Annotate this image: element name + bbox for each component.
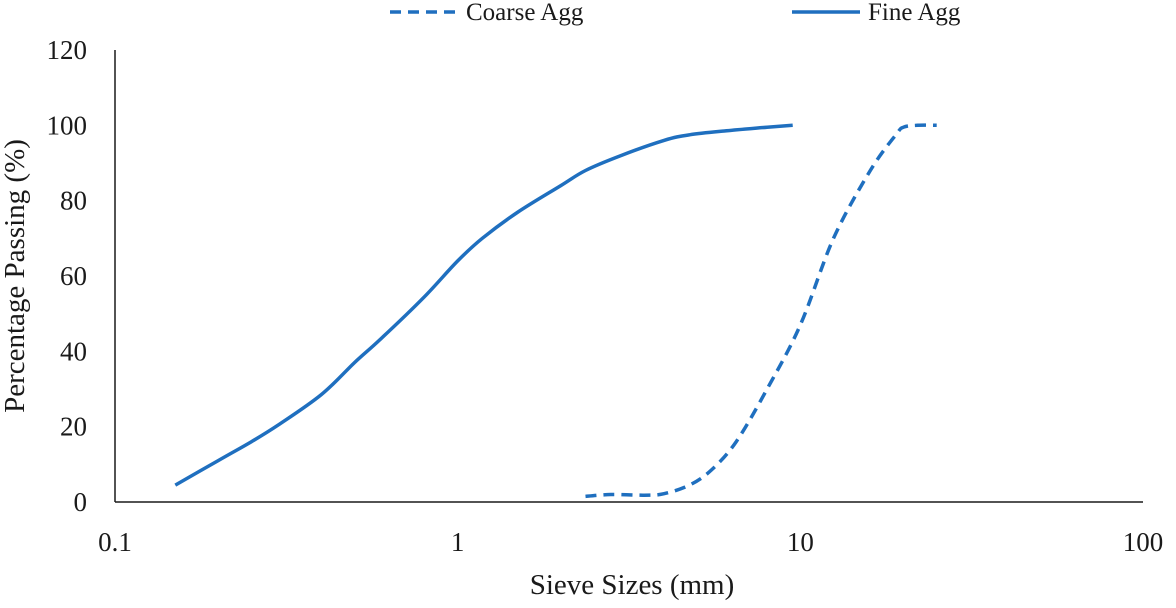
- x-tick-label: 0.1: [98, 527, 132, 557]
- y-tick-label: 40: [60, 336, 87, 366]
- series-lines: [174, 123, 937, 499]
- x-tick-label: 100: [1123, 527, 1164, 557]
- y-tick-label: 20: [60, 412, 87, 442]
- series-line-fine-agg: [174, 123, 793, 487]
- x-tick-label: 10: [787, 527, 814, 557]
- legend-label-fine-agg: Fine Agg: [868, 0, 961, 26]
- legend: Coarse Agg Fine Agg: [390, 0, 961, 26]
- y-tick-label: 100: [47, 110, 88, 140]
- y-axis-title: Percentage Passing (%): [0, 139, 31, 413]
- series-line-coarse-agg: [585, 123, 937, 499]
- y-tick-label: 0: [74, 487, 88, 517]
- legend-label-coarse-agg: Coarse Agg: [466, 0, 584, 26]
- y-tick-label: 60: [60, 261, 87, 291]
- axes: [114, 50, 1143, 503]
- x-axis-title: Sieve Sizes (mm): [530, 569, 735, 601]
- tick-labels: 0 20 40 60 80 100 120 0.1 1 10 100: [47, 35, 1164, 557]
- y-tick-label: 120: [47, 35, 88, 65]
- x-tick-label: 1: [451, 527, 465, 557]
- y-tick-label: 80: [60, 186, 87, 216]
